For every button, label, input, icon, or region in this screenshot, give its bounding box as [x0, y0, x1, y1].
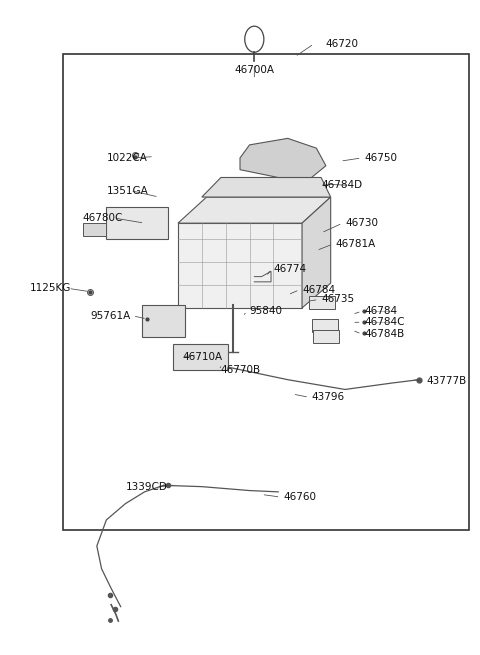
Polygon shape [142, 305, 185, 337]
Text: 46780C: 46780C [83, 213, 123, 223]
Text: 46730: 46730 [345, 218, 378, 228]
Text: 46760: 46760 [283, 492, 316, 502]
Text: 46750: 46750 [364, 153, 397, 163]
Polygon shape [83, 223, 107, 236]
Text: 46784D: 46784D [321, 180, 362, 191]
Text: 46784C: 46784C [364, 317, 405, 328]
Polygon shape [312, 330, 339, 343]
Polygon shape [202, 178, 331, 197]
Bar [63, 54, 469, 530]
Text: 46770B: 46770B [221, 365, 261, 375]
Text: 46735: 46735 [321, 295, 354, 305]
Text: 43777B: 43777B [426, 376, 467, 386]
Text: 1351GA: 1351GA [107, 185, 148, 196]
Text: 46784B: 46784B [364, 329, 404, 339]
Text: 46784: 46784 [364, 306, 397, 316]
Text: 46700A: 46700A [234, 65, 274, 75]
Text: 1125KG: 1125KG [30, 284, 72, 293]
Text: 46784: 46784 [302, 285, 335, 295]
Polygon shape [178, 197, 331, 223]
Text: 46720: 46720 [326, 39, 359, 48]
Text: 1339CD: 1339CD [125, 482, 168, 493]
Polygon shape [178, 223, 302, 308]
Polygon shape [240, 138, 326, 178]
Text: 1022CA: 1022CA [107, 153, 147, 163]
Text: 95761A: 95761A [90, 310, 130, 321]
Text: 46774: 46774 [274, 264, 307, 274]
Text: 43796: 43796 [312, 392, 345, 402]
Polygon shape [302, 197, 331, 308]
Text: 95840: 95840 [250, 306, 283, 316]
Polygon shape [312, 319, 338, 332]
Polygon shape [173, 344, 228, 370]
Text: 46710A: 46710A [183, 352, 223, 362]
Polygon shape [309, 296, 336, 309]
Polygon shape [107, 207, 168, 240]
Text: 46781A: 46781A [336, 239, 376, 249]
